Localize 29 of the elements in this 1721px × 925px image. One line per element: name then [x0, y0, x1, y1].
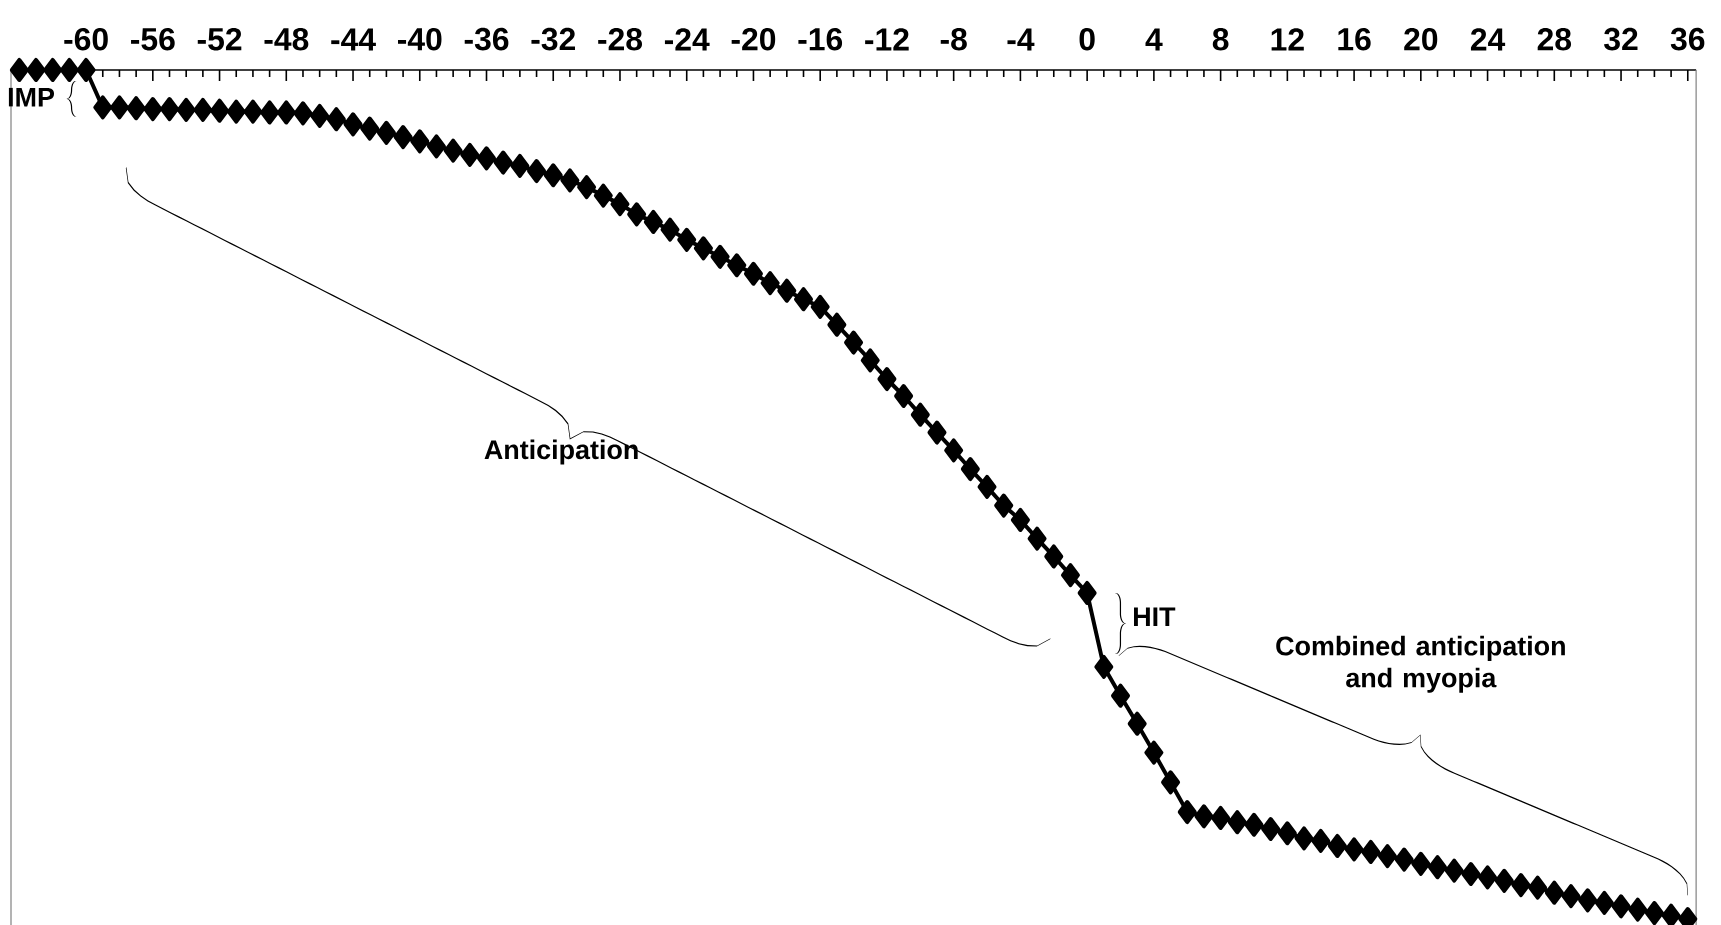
x-tick-label: -56 [131, 27, 175, 51]
x-tick-label: -52 [197, 27, 242, 51]
x-tick-label: 28 [1537, 27, 1572, 51]
x-tick-label: 4 [1145, 28, 1163, 51]
x-tick-label: -60 [64, 27, 108, 51]
x-tick-label: -28 [598, 27, 643, 51]
x-tick-label: -44 [331, 28, 376, 51]
annotation: Anticipation [484, 439, 638, 465]
annotation: IMP [8, 87, 55, 107]
x-tick-label: -20 [731, 27, 776, 51]
x-tick-label: 32 [1604, 27, 1638, 51]
x-tick-label: -40 [397, 27, 442, 51]
x-tick-label: 16 [1338, 27, 1371, 51]
x-tick-label: 8 [1212, 27, 1229, 51]
x-tick-label: -16 [798, 27, 843, 51]
x-tick-label: 0 [1079, 27, 1095, 51]
x-tick-label: 36 [1670, 27, 1705, 51]
x-tick-label: 24 [1470, 28, 1506, 51]
annotation: HIT [1134, 607, 1176, 626]
x-tick-label: -8 [940, 27, 967, 51]
x-tick-label: -24 [664, 28, 710, 51]
x-tick-label: -32 [531, 27, 575, 51]
x-tick-label: -48 [264, 27, 309, 51]
x-tick-label: -36 [464, 27, 509, 51]
x-tick-label: 20 [1404, 27, 1438, 51]
x-tick-label: -12 [865, 28, 909, 51]
x-tick-label: 12 [1271, 28, 1304, 51]
annotation: Combined anticipation and myopia [1276, 635, 1565, 693]
x-tick-label: -4 [1007, 28, 1035, 51]
